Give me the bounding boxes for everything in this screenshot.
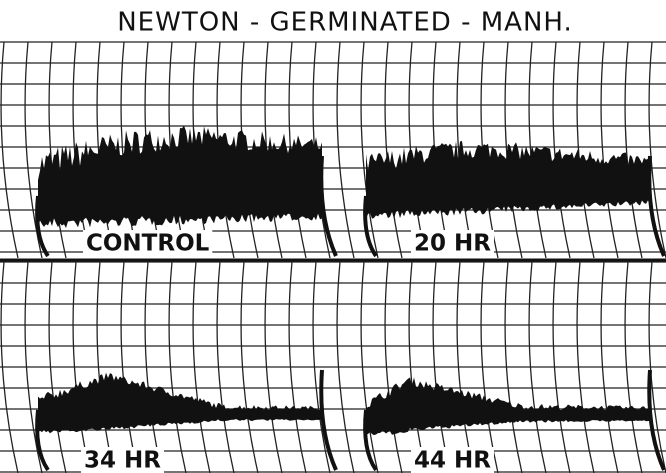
recording-chart: CONTROL 20 HR 34 HR 44 HR NEWTON - GERMINAT… — [0, 0, 666, 473]
panel-label: CONTROL — [86, 231, 210, 257]
panel-label: 20 HR — [414, 231, 491, 257]
panel-label: 44 HR — [414, 448, 491, 473]
chart-title: NEWTON - GERMINATED - MANH. — [117, 8, 573, 38]
panel-label: 34 HR — [84, 448, 161, 473]
